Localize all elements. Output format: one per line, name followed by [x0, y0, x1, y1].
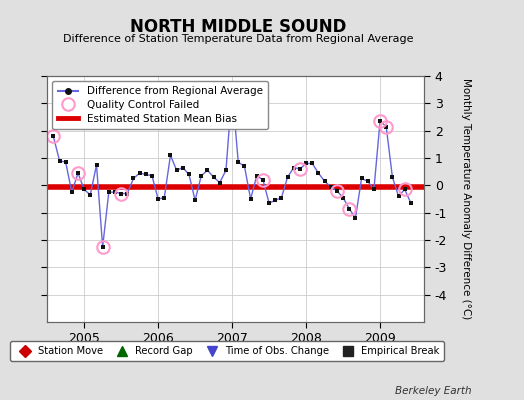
Y-axis label: Monthly Temperature Anomaly Difference (°C): Monthly Temperature Anomaly Difference (… [461, 78, 471, 320]
Text: Difference of Station Temperature Data from Regional Average: Difference of Station Temperature Data f… [63, 34, 413, 44]
Legend: Difference from Regional Average, Quality Control Failed, Estimated Station Mean: Difference from Regional Average, Qualit… [52, 81, 268, 129]
Text: Berkeley Earth: Berkeley Earth [395, 386, 472, 396]
Text: NORTH MIDDLE SOUND: NORTH MIDDLE SOUND [130, 18, 346, 36]
Legend: Station Move, Record Gap, Time of Obs. Change, Empirical Break: Station Move, Record Gap, Time of Obs. C… [10, 341, 444, 361]
